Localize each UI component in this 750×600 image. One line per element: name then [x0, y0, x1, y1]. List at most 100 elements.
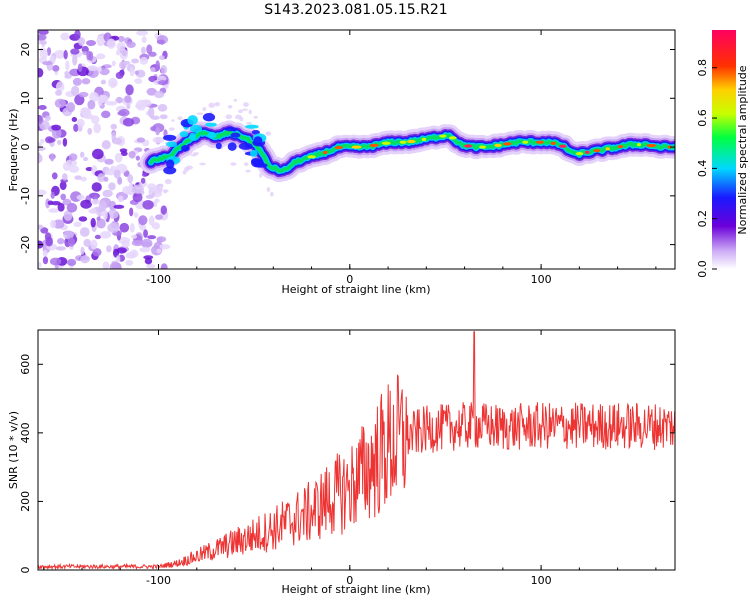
noise-blob: [154, 90, 165, 99]
noise-blob: [138, 215, 148, 226]
noise-blob: [139, 247, 151, 253]
noise-blob: [59, 181, 67, 191]
noise-blob: [140, 46, 146, 55]
noise-blob: [96, 216, 101, 221]
noise-blob: [97, 173, 106, 183]
noise-blob: [129, 223, 135, 233]
ridge-hotspot: [439, 134, 447, 138]
ridge-hotspot: [667, 145, 672, 149]
ridge-blob: [202, 113, 216, 122]
noise-blob: [157, 80, 169, 86]
noise-blob: [159, 114, 168, 120]
noise-blob: [146, 44, 153, 55]
ridge-blob: [244, 124, 259, 129]
chart-title: S143.2023.081.05.15.R21: [264, 2, 447, 18]
noise-blob: [87, 127, 93, 135]
noise-blob: [51, 201, 61, 206]
noise-blob: [67, 237, 75, 247]
snr-ylabel: SNR (10 * v/v): [7, 411, 20, 489]
colorbar-tick-label: 0.2: [696, 210, 709, 228]
ridge-hotspot: [399, 140, 407, 144]
noise-blobs: [38, 30, 274, 269]
noise-blob: [91, 148, 104, 160]
noise-blob: [62, 173, 68, 181]
ridge-blob: [189, 132, 197, 141]
colorbar-tick-label: 0.0: [696, 260, 709, 278]
noise-blob: [117, 110, 127, 116]
noise-blob: [55, 89, 63, 96]
ridge-hotspot: [503, 142, 512, 146]
noise-blob: [60, 193, 67, 201]
noise-blob: [155, 186, 162, 192]
noise-blob: [70, 85, 80, 96]
noise-blob: [91, 182, 102, 192]
y-tick-label: 400: [19, 422, 32, 443]
noise-blob: [142, 199, 154, 210]
noise-blob: [148, 186, 153, 197]
noise-blob: [151, 222, 160, 230]
noise-blob: [139, 56, 149, 65]
noise-blob: [234, 114, 242, 120]
ridge-blob: [215, 142, 222, 150]
noise-blob: [270, 191, 274, 197]
ridge-hotspot: [605, 147, 610, 151]
noise-blob: [86, 65, 99, 72]
noise-blob: [141, 100, 152, 107]
ridge-blob: [187, 115, 198, 125]
noise-blob: [74, 30, 81, 40]
colorbar: 0.0 0.2 0.4 0.6 0.8 Normalized spectral ampl…: [696, 30, 749, 278]
noise-blob: [131, 239, 144, 247]
noise-blob: [182, 170, 187, 175]
ridge-blob: [251, 129, 260, 135]
noise-blob: [87, 99, 96, 110]
noise-blob: [196, 112, 204, 115]
noise-blob: [245, 169, 251, 173]
noise-blob: [68, 165, 80, 173]
noise-blob: [131, 234, 138, 239]
noise-blob: [152, 136, 165, 144]
noise-blob: [162, 189, 169, 193]
x-tick-label: -100: [146, 574, 171, 587]
snr-xlabel: Height of straight line (km): [281, 583, 430, 596]
noise-blob: [113, 169, 121, 179]
noise-blob: [91, 115, 100, 124]
noise-blob: [136, 30, 149, 36]
colorbar-label: Normalized spectral amplitude: [736, 65, 749, 234]
ridge-hotspot: [536, 140, 544, 144]
noise-blob: [77, 63, 83, 73]
noise-blob: [65, 60, 70, 71]
noise-blob: [199, 162, 206, 166]
noise-blob: [100, 79, 107, 85]
noise-blob: [155, 126, 160, 136]
ridge-blob: [207, 131, 217, 139]
noise-blob: [110, 123, 118, 130]
ridge-hotspot: [307, 155, 316, 159]
noise-blob: [134, 70, 140, 75]
noise-blob: [125, 259, 134, 266]
noise-blob: [115, 49, 121, 56]
noise-blob: [47, 137, 56, 143]
ridge-hotspot: [381, 141, 391, 145]
noise-blob: [46, 47, 52, 56]
ridge-blob: [205, 122, 217, 127]
noise-blob: [155, 214, 163, 220]
noise-blob: [76, 194, 85, 201]
noise-blob: [38, 146, 46, 152]
noise-blob: [73, 123, 79, 132]
noise-blob: [154, 198, 160, 203]
noise-blob: [266, 187, 271, 193]
snr-panel: -100 0 100 0 200 400 600 Height of straight li…: [7, 329, 676, 596]
noise-blob: [133, 212, 139, 218]
noise-blob: [72, 77, 82, 86]
noise-blob: [80, 246, 85, 255]
colorbar-tick-label: 0.8: [696, 59, 709, 77]
noise-blob: [77, 37, 86, 46]
noise-blob: [135, 155, 141, 161]
noise-blob: [40, 40, 47, 45]
noise-blob: [90, 239, 98, 250]
noise-blob: [80, 199, 92, 209]
noise-blob: [103, 176, 109, 182]
ridge-hotspot: [584, 150, 590, 154]
noise-blob: [83, 113, 94, 120]
